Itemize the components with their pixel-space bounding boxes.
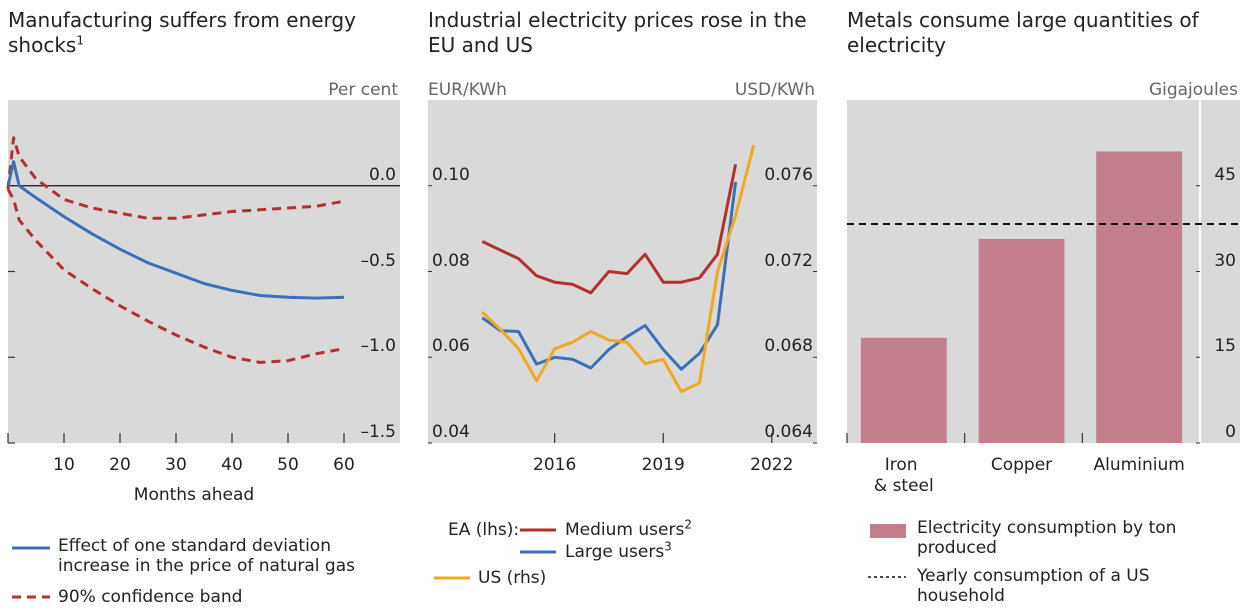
x-tick-label: Iron & steel (874, 455, 934, 496)
x-tick-label: 2016 (533, 455, 577, 475)
line (481, 164, 738, 295)
unit-label: Per cent (328, 80, 398, 100)
y2-tick-label: 0.068 (764, 336, 813, 357)
y-tick-label: 0.08 (432, 250, 470, 271)
legend-note: 3 (664, 539, 672, 554)
legend-text: US (rhs) (478, 568, 547, 588)
y2-axis-unit: USD/KWh (734, 80, 815, 100)
x-tick-label: 50 (277, 455, 299, 475)
title-note: 1 (76, 33, 84, 48)
plot-area (428, 100, 817, 443)
x-tick-label: Copper (991, 455, 1052, 475)
y-tick-label: –1.5 (360, 422, 396, 442)
legend-text: Large users (565, 542, 665, 562)
label-line: & steel (874, 476, 934, 496)
x-tick-label: 30 (165, 455, 187, 475)
y-tick-label: 0.0 (368, 164, 396, 185)
x-tick-label: 2019 (641, 455, 685, 475)
x-axis-label: Months ahead (133, 485, 255, 505)
band-upper (6, 136, 345, 220)
title-text: Metals consume large quantities of elect… (847, 8, 1199, 57)
x-tick-label: 2022 (750, 455, 794, 475)
y-tick-label: 0.10 (432, 164, 470, 185)
bar (978, 238, 1065, 443)
y-axis-unit: EUR/KWh (428, 80, 507, 100)
y2-tick-label: 0.072 (764, 250, 813, 271)
y2-tick-label: 0.064 (764, 422, 813, 442)
legend-group-label: EA (lhs): (448, 520, 520, 540)
y-tick-label: 0.04 (432, 422, 470, 442)
bar (860, 337, 947, 443)
legend-text: 90% confidence band (58, 587, 243, 607)
x-tick-label: 60 (333, 455, 355, 475)
legend-text: Large users3 (565, 539, 672, 562)
y-tick-label: 45 (1214, 164, 1236, 185)
line (481, 181, 738, 371)
legend-text: Yearly consumption of a US household (917, 566, 1150, 606)
chart-title: Manufacturing suffers from energy shocks… (8, 8, 403, 58)
title-text: Industrial electricity prices rose in th… (428, 8, 807, 57)
chart-title: Metals consume large quantities of elect… (847, 8, 1227, 58)
y-tick-label: 30 (1214, 250, 1236, 271)
legend-swatch (870, 524, 906, 538)
y-tick-label: 15 (1214, 336, 1236, 357)
y-tick-label: 0.06 (432, 336, 470, 357)
legend-note: 2 (684, 517, 692, 532)
y-tick-label: –1.0 (360, 336, 396, 357)
x-tick-label: Aluminium (1094, 455, 1185, 475)
y-tick-label: –0.5 (360, 250, 396, 271)
bar (1096, 151, 1183, 443)
title-text: Manufacturing suffers from energy shocks (8, 8, 356, 57)
chart-title: Industrial electricity prices rose in th… (428, 8, 823, 58)
legend-text: Medium users (565, 520, 685, 540)
x-tick-label: 10 (53, 455, 75, 475)
legend-text: Effect of one standard deviation increas… (58, 536, 355, 576)
y2-tick-label: 0.076 (764, 164, 813, 185)
band-lower (6, 188, 345, 364)
line (481, 144, 756, 394)
x-tick-label: 40 (221, 455, 243, 475)
legend-text: Electricity consumption by ton produced (917, 518, 1177, 558)
plot-area (8, 100, 400, 443)
line (6, 160, 345, 300)
x-tick-label: 20 (109, 455, 131, 475)
unit-label: Gigajoules (1148, 80, 1238, 100)
legend-text: Medium users2 (565, 517, 692, 540)
y-tick-label: 0 (1225, 422, 1236, 442)
label-line: Iron (885, 455, 923, 475)
